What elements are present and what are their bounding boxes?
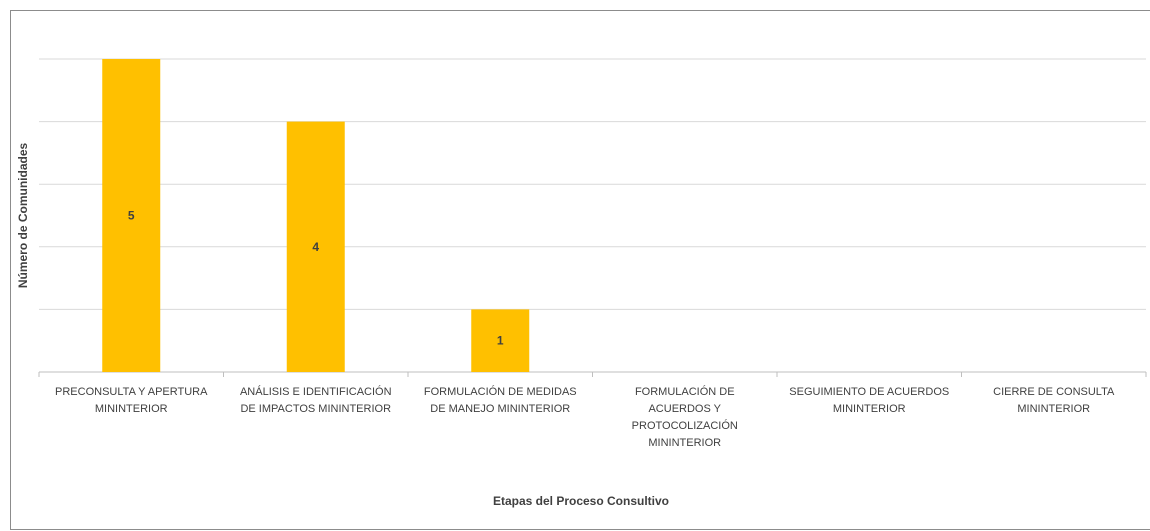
x-tick-label-2: FORMULACIÓN DE MEDIDAS DE MANEJO MININTER…: [424, 385, 577, 415]
chart-frame: 5 PRECONSULTA Y APERTURA MININTERIOR 4 ANÁLI…: [10, 10, 1150, 530]
data-label-1: 4: [312, 240, 319, 254]
data-label-2: 1: [497, 334, 504, 348]
x-axis-title: Etapas del Proceso Consultivo: [493, 494, 669, 508]
x-tick-label-3: FORMULACIÓN DE ACUERDOS Y PROTOCOLIZACIÓN M…: [632, 385, 738, 449]
bar-2: [471, 309, 530, 372]
x-tick-label-1: ANÁLISIS E IDENTIFICACIÓN DE IMPACTOS MIN…: [240, 385, 392, 415]
x-tick-label-5: CIERRE DE CONSULTA MININTERIOR: [993, 386, 1115, 415]
bar-0: [102, 59, 161, 372]
bar-1: [286, 121, 345, 372]
x-tick-label-4: SEGUIMIENTO DE ACUERDOS MININTERIOR: [789, 386, 949, 415]
x-tick-label-0: PRECONSULTA Y APERTURA MININTERIOR: [55, 386, 208, 415]
data-label-0: 5: [128, 209, 135, 223]
y-axis-title: Número de Comunidades: [16, 143, 30, 289]
bar-chart: 5 PRECONSULTA Y APERTURA MININTERIOR 4 ANÁLI…: [16, 58, 1147, 508]
